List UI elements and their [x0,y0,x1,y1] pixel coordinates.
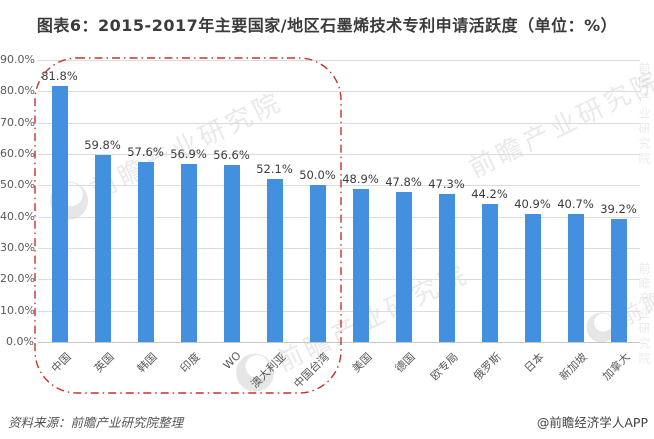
x-axis-label: 澳大利亚 [247,350,289,391]
bar-value-label: 56.6% [213,147,250,162]
bar [438,193,455,342]
gridline [38,216,640,218]
y-axis-label: 50.0% [0,178,35,192]
x-axis-label: 中国 [48,350,74,376]
y-axis-label: 70.0% [0,115,35,129]
bar [524,213,541,342]
x-axis-label: 印度 [177,350,203,376]
x-axis-label: 美国 [349,350,375,376]
x-axis-label: 加拿大 [599,350,633,383]
credit-note: @前瞻经济学人APP [536,415,648,430]
source-note: 资料来源：前瞻产业研究院整理 [8,415,184,430]
gridline [38,279,640,281]
x-axis-label: 韩国 [134,350,160,376]
bar [481,203,498,342]
gridline [38,122,640,124]
y-axis-label: 10.0% [0,303,35,317]
bar [395,192,412,342]
bar [137,161,154,342]
x-axis-label: 德国 [392,350,418,376]
y-axis-label: 90.0% [0,53,35,66]
bar-value-label: 47.8% [385,175,422,190]
bar [567,214,584,342]
y-axis-label: 40.0% [0,209,35,223]
bar-value-label: 40.7% [557,197,594,212]
bar-value-label: 47.3% [428,176,465,191]
x-axis-label: 中国台湾 [290,350,332,391]
x-axis-label: 俄罗斯 [470,350,504,383]
bar [352,188,369,342]
y-axis-label: 0.0% [6,335,34,348]
bar [266,178,283,342]
x-axis-label: 欧专局 [427,350,461,383]
bar [610,219,627,342]
gridline [38,342,640,343]
x-axis-label: 新加坡 [556,350,590,383]
y-axis-label: 60.0% [0,147,35,160]
y-axis-label: 80.0% [0,84,35,98]
x-axis-label: WO [220,349,244,373]
bar [309,185,326,342]
bar-value-label: 40.9% [514,196,551,211]
x-axis-label: 日本 [521,350,547,376]
bar [94,154,111,342]
y-axis-label: 20.0% [0,272,35,286]
bar-value-label: 44.2% [471,186,508,201]
bar-value-label: 48.9% [342,171,379,186]
bar-value-label: 81.8% [41,68,78,83]
bar-value-label: 39.2% [600,202,637,217]
gridline [38,248,640,249]
gridline [38,91,640,93]
bar [223,164,240,342]
gridline [38,60,640,61]
y-axis-label: 30.0% [0,241,35,254]
chart-title: 图表6：2015-2017年主要国家/地区石墨烯技术专利申请活跃度（单位：%） [36,16,618,35]
bar [51,85,68,342]
x-axis-label: 英国 [91,350,117,376]
gridline [38,310,640,312]
bar [180,163,197,342]
